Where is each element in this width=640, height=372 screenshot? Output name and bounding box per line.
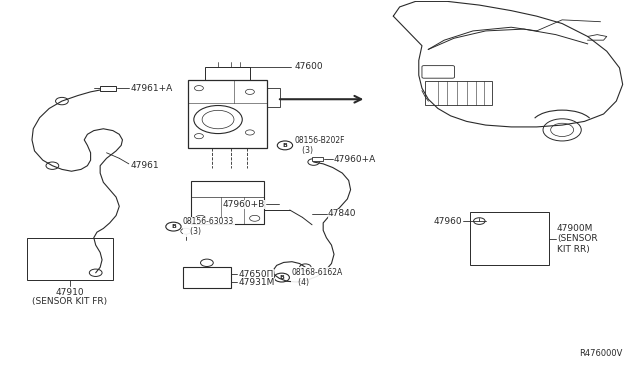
Text: 08156-63033
   (3): 08156-63033 (3) xyxy=(183,217,234,236)
Bar xyxy=(27,238,113,280)
Bar xyxy=(312,157,323,161)
Bar xyxy=(470,212,549,265)
Text: 47910: 47910 xyxy=(56,288,84,296)
Text: 47900M
(SENSOR
KIT RR): 47900M (SENSOR KIT RR) xyxy=(557,224,598,253)
Text: 47960+B: 47960+B xyxy=(222,200,264,209)
Text: 47650Π: 47650Π xyxy=(239,270,274,279)
Circle shape xyxy=(277,141,292,150)
Text: 47600: 47600 xyxy=(294,62,323,71)
Text: 47840: 47840 xyxy=(328,209,356,218)
Bar xyxy=(183,267,231,288)
Text: B: B xyxy=(171,224,176,229)
Circle shape xyxy=(166,222,181,231)
Bar xyxy=(425,81,492,105)
Text: B: B xyxy=(282,143,287,148)
Text: 47961: 47961 xyxy=(130,161,159,170)
Text: 08156-B202F
   (3): 08156-B202F (3) xyxy=(294,136,345,155)
Text: 47960: 47960 xyxy=(433,217,462,225)
Bar xyxy=(100,86,116,91)
Bar xyxy=(191,182,264,224)
Text: B: B xyxy=(279,275,284,280)
Bar xyxy=(268,88,280,107)
Text: R476000V: R476000V xyxy=(579,349,623,358)
Bar xyxy=(205,67,250,80)
Circle shape xyxy=(274,273,289,282)
Text: 47961+A: 47961+A xyxy=(130,84,172,93)
Text: 47931M: 47931M xyxy=(239,278,275,287)
Text: 08168-6162A
   (4): 08168-6162A (4) xyxy=(291,268,342,287)
Bar xyxy=(188,80,268,148)
Text: (SENSOR KIT FR): (SENSOR KIT FR) xyxy=(33,297,108,306)
Text: 47960+A: 47960+A xyxy=(334,154,376,164)
